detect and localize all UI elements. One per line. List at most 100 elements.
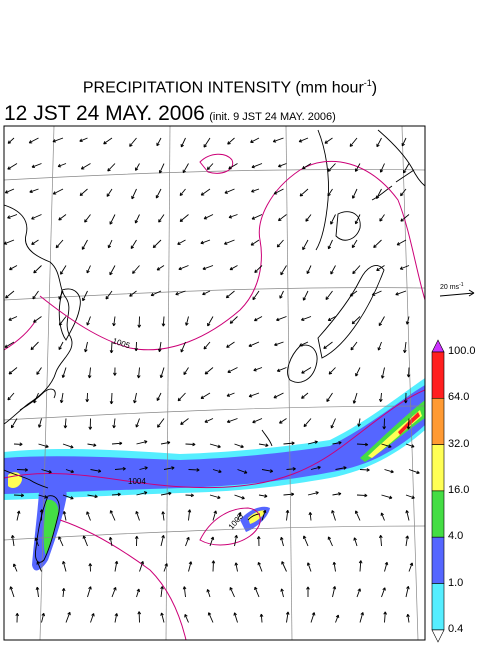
- wind-arrow: [307, 491, 319, 496]
- wind-arrow: [251, 163, 263, 169]
- wind-arrow: [106, 188, 113, 197]
- wind-arrow: [234, 534, 238, 547]
- precip-band-blue: [4, 385, 425, 494]
- wind-arrow: [280, 588, 284, 598]
- wind-arrow: [301, 392, 309, 399]
- wind-arrow: [135, 510, 140, 521]
- wind-arrow: [112, 316, 116, 327]
- wind-arrow: [379, 214, 385, 222]
- wind-arrow: [160, 612, 165, 623]
- wind-arrow: [359, 612, 364, 623]
- wind-arrow: [327, 188, 333, 197]
- wind-arrow: [159, 367, 165, 379]
- wind-arrow: [158, 163, 165, 174]
- wind-arrow: [9, 265, 18, 271]
- wind-arrow: [277, 163, 287, 168]
- wind-arrow: [357, 418, 361, 427]
- wind-arrow: [180, 137, 186, 148]
- legend-label: 4.0: [448, 530, 464, 543]
- isobars: [4, 153, 425, 640]
- wind-arrow: [229, 265, 238, 271]
- wind-arrow: [37, 418, 42, 428]
- wind-arrow: [52, 137, 64, 143]
- chart-title: PRECIPITATION INTENSITY (mm hour-1): [0, 78, 460, 97]
- wind-arrow: [358, 560, 363, 572]
- wind-arrow: [161, 511, 165, 521]
- wind-arrow: [79, 137, 88, 143]
- wind-arrow: [302, 535, 309, 547]
- wind-arrow: [306, 586, 310, 597]
- wind-arrow: [157, 418, 165, 428]
- precip-band-green: [360, 400, 425, 462]
- wind-arrow: [237, 469, 248, 474]
- wind-arrow: [335, 466, 347, 470]
- wind-arrow: [62, 511, 67, 521]
- wind-arrow: [354, 214, 361, 225]
- wind-arrow: [355, 367, 361, 377]
- wind-arrow: [330, 265, 336, 275]
- wind-arrow: [302, 163, 312, 170]
- wind-arrow: [132, 265, 140, 274]
- wind-arrow: [254, 265, 263, 274]
- wind-arrow: [58, 214, 67, 221]
- wind-arrow: [331, 510, 336, 521]
- wind-arrow: [383, 611, 388, 623]
- wind-reference-arrow: [439, 292, 475, 297]
- wind-arrow: [378, 534, 383, 547]
- legend-label: 0.4: [448, 622, 464, 635]
- wind-arrow: [305, 214, 312, 222]
- wind-arrow: [58, 341, 64, 350]
- wind-arrow: [202, 290, 211, 296]
- wind-arrow: [405, 510, 410, 521]
- wind-arrow: [376, 137, 382, 148]
- wind-arrow: [31, 163, 42, 169]
- wind-arrow: [252, 290, 260, 301]
- grid-meridian: [401, 126, 419, 640]
- wind-arrow: [308, 512, 313, 521]
- wind-arrow: [250, 137, 260, 143]
- wind-arrow: [258, 443, 269, 448]
- wind-arrow: [85, 392, 90, 403]
- wind-arrow: [406, 418, 411, 430]
- wind-arrow: [204, 367, 214, 375]
- wind-arrow: [39, 509, 44, 521]
- wind-arrow: [62, 494, 74, 500]
- wind-arrow: [279, 290, 284, 299]
- wind-arrow: [258, 494, 268, 498]
- wind-arrow: [298, 137, 309, 143]
- wind-arrow: [200, 392, 211, 399]
- wind-arrow: [226, 418, 238, 424]
- wind-arrow: [405, 494, 415, 499]
- wind-arrow: [248, 341, 260, 348]
- wind-arrow: [38, 443, 49, 448]
- precip-okinawa-yellow: [248, 510, 266, 524]
- wind-arrow: [234, 562, 239, 572]
- wind-arrow: [283, 441, 295, 446]
- wind-arrow: [406, 613, 410, 623]
- wind-arrow: [405, 443, 415, 448]
- wind-arrow: [276, 367, 287, 372]
- wind-arrow: [299, 188, 309, 197]
- wind-arrow: [131, 188, 137, 200]
- wind-arrow: [354, 163, 361, 172]
- wind-arrow: [251, 214, 263, 220]
- wind-arrow: [303, 418, 312, 428]
- wind-arrow: [58, 290, 64, 300]
- wind-arrow: [163, 466, 175, 470]
- map-frame: [3, 125, 426, 641]
- wind-arrow: [229, 587, 235, 598]
- wind-arrow: [261, 509, 267, 521]
- wind-arrow: [353, 537, 358, 547]
- wind-arrow: [87, 367, 92, 379]
- coast-korea: [58, 288, 81, 341]
- wind-arrow: [32, 290, 39, 300]
- wind-arrow: [406, 367, 411, 378]
- wind-arrow: [133, 392, 137, 404]
- wind-arrow: [7, 214, 18, 219]
- wind-arrow: [175, 290, 186, 296]
- wind-arrow: [384, 561, 389, 572]
- wind-arrow: [185, 536, 190, 547]
- wind-arrow: [185, 442, 196, 447]
- wind-arrow: [376, 265, 385, 272]
- wind-arrow: [62, 560, 67, 572]
